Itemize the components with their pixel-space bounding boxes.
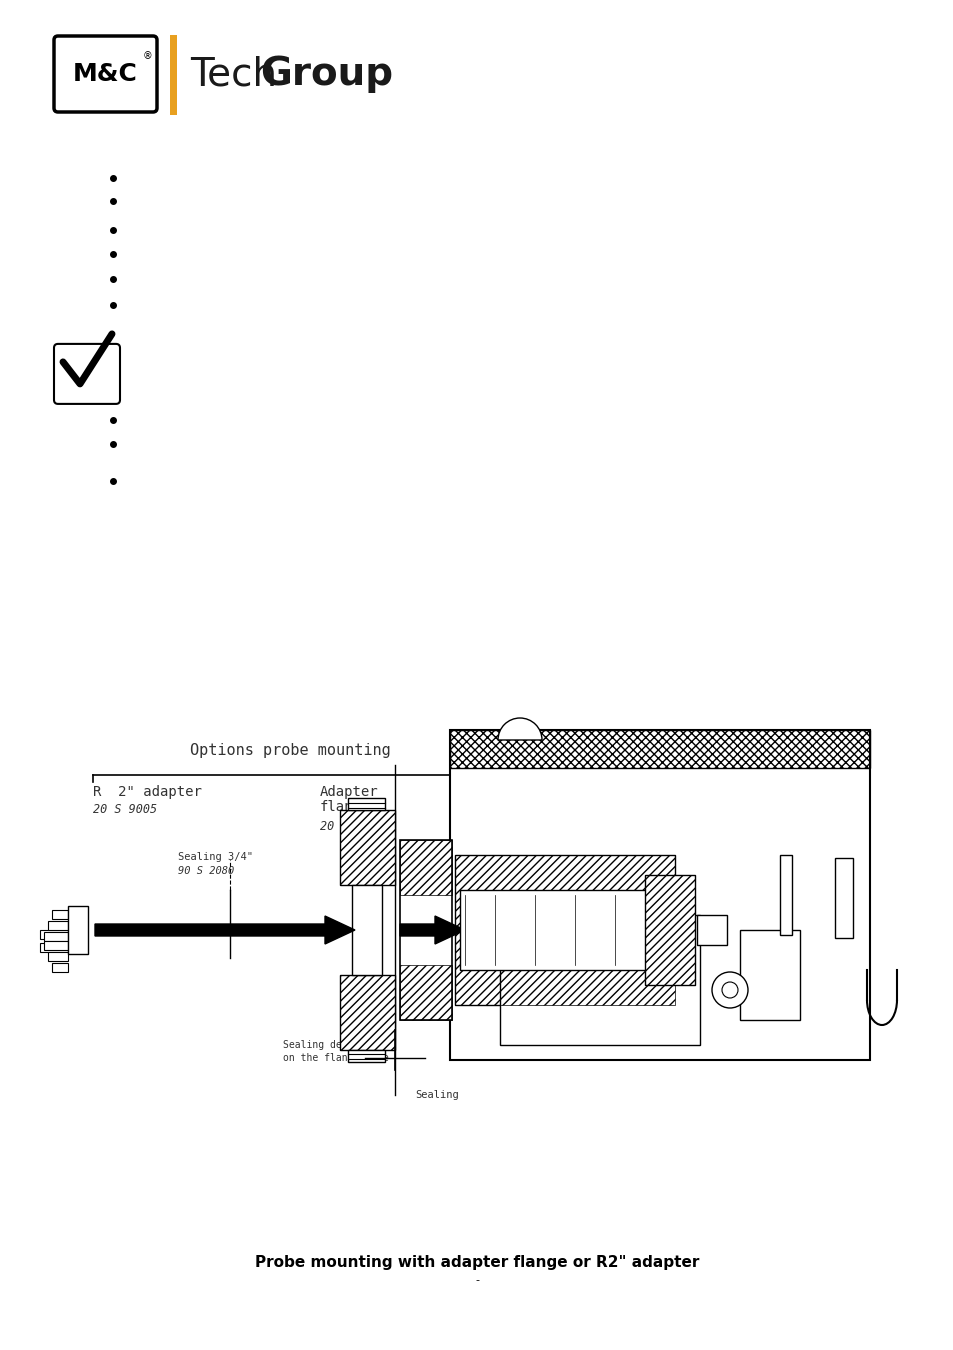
- Bar: [399, 840, 452, 1021]
- Bar: [399, 840, 452, 895]
- Text: Sealing depending: Sealing depending: [283, 1040, 382, 1050]
- Bar: [455, 855, 675, 1004]
- Bar: [352, 886, 381, 975]
- Circle shape: [711, 972, 747, 1008]
- Bar: [644, 875, 695, 986]
- Text: Sealing: Sealing: [415, 1089, 458, 1100]
- FancyBboxPatch shape: [54, 36, 157, 112]
- Bar: [780, 855, 791, 936]
- Bar: [52, 910, 68, 919]
- Text: Probe mounting with adapter flange or R2" adapter: Probe mounting with adapter flange or R2…: [254, 1256, 699, 1270]
- Bar: [740, 930, 800, 1021]
- Text: M&C: M&C: [72, 62, 137, 86]
- FancyBboxPatch shape: [54, 344, 120, 404]
- Bar: [40, 930, 68, 940]
- Bar: [450, 730, 869, 768]
- Bar: [40, 944, 68, 952]
- Wedge shape: [497, 718, 541, 740]
- Text: on the flange size: on the flange size: [283, 1053, 388, 1062]
- Bar: [170, 35, 177, 115]
- Text: Adapter: Adapter: [319, 784, 378, 799]
- Bar: [348, 1050, 385, 1062]
- Bar: [48, 952, 68, 961]
- Bar: [339, 975, 395, 1050]
- Text: Group: Group: [260, 55, 393, 93]
- Bar: [399, 965, 452, 1021]
- Bar: [339, 810, 395, 886]
- Text: 90 S 2080: 90 S 2080: [178, 865, 234, 876]
- Text: 20 S 9004: 20 S 9004: [319, 819, 384, 833]
- Bar: [339, 810, 395, 886]
- Bar: [450, 730, 869, 1060]
- FancyArrow shape: [399, 917, 464, 944]
- Bar: [68, 906, 88, 954]
- Text: Sealing 3/4": Sealing 3/4": [178, 852, 253, 863]
- Bar: [48, 921, 68, 930]
- Text: Options probe mounting: Options probe mounting: [190, 743, 390, 757]
- FancyArrow shape: [95, 917, 355, 944]
- Bar: [459, 890, 664, 971]
- Bar: [339, 975, 395, 1050]
- Bar: [44, 931, 68, 941]
- Bar: [834, 859, 852, 938]
- Text: -: -: [475, 1274, 478, 1285]
- Bar: [44, 941, 68, 950]
- Bar: [52, 963, 68, 972]
- Text: 20 S 9005: 20 S 9005: [92, 803, 157, 815]
- Bar: [499, 915, 700, 1045]
- Text: flange: flange: [319, 801, 370, 814]
- Text: ®: ®: [143, 51, 152, 61]
- Bar: [455, 855, 675, 1004]
- Text: Tech: Tech: [190, 55, 276, 93]
- Text: R  2" adapter: R 2" adapter: [92, 784, 202, 799]
- Bar: [348, 798, 385, 810]
- Circle shape: [721, 981, 738, 998]
- Bar: [697, 915, 726, 945]
- Bar: [644, 875, 695, 986]
